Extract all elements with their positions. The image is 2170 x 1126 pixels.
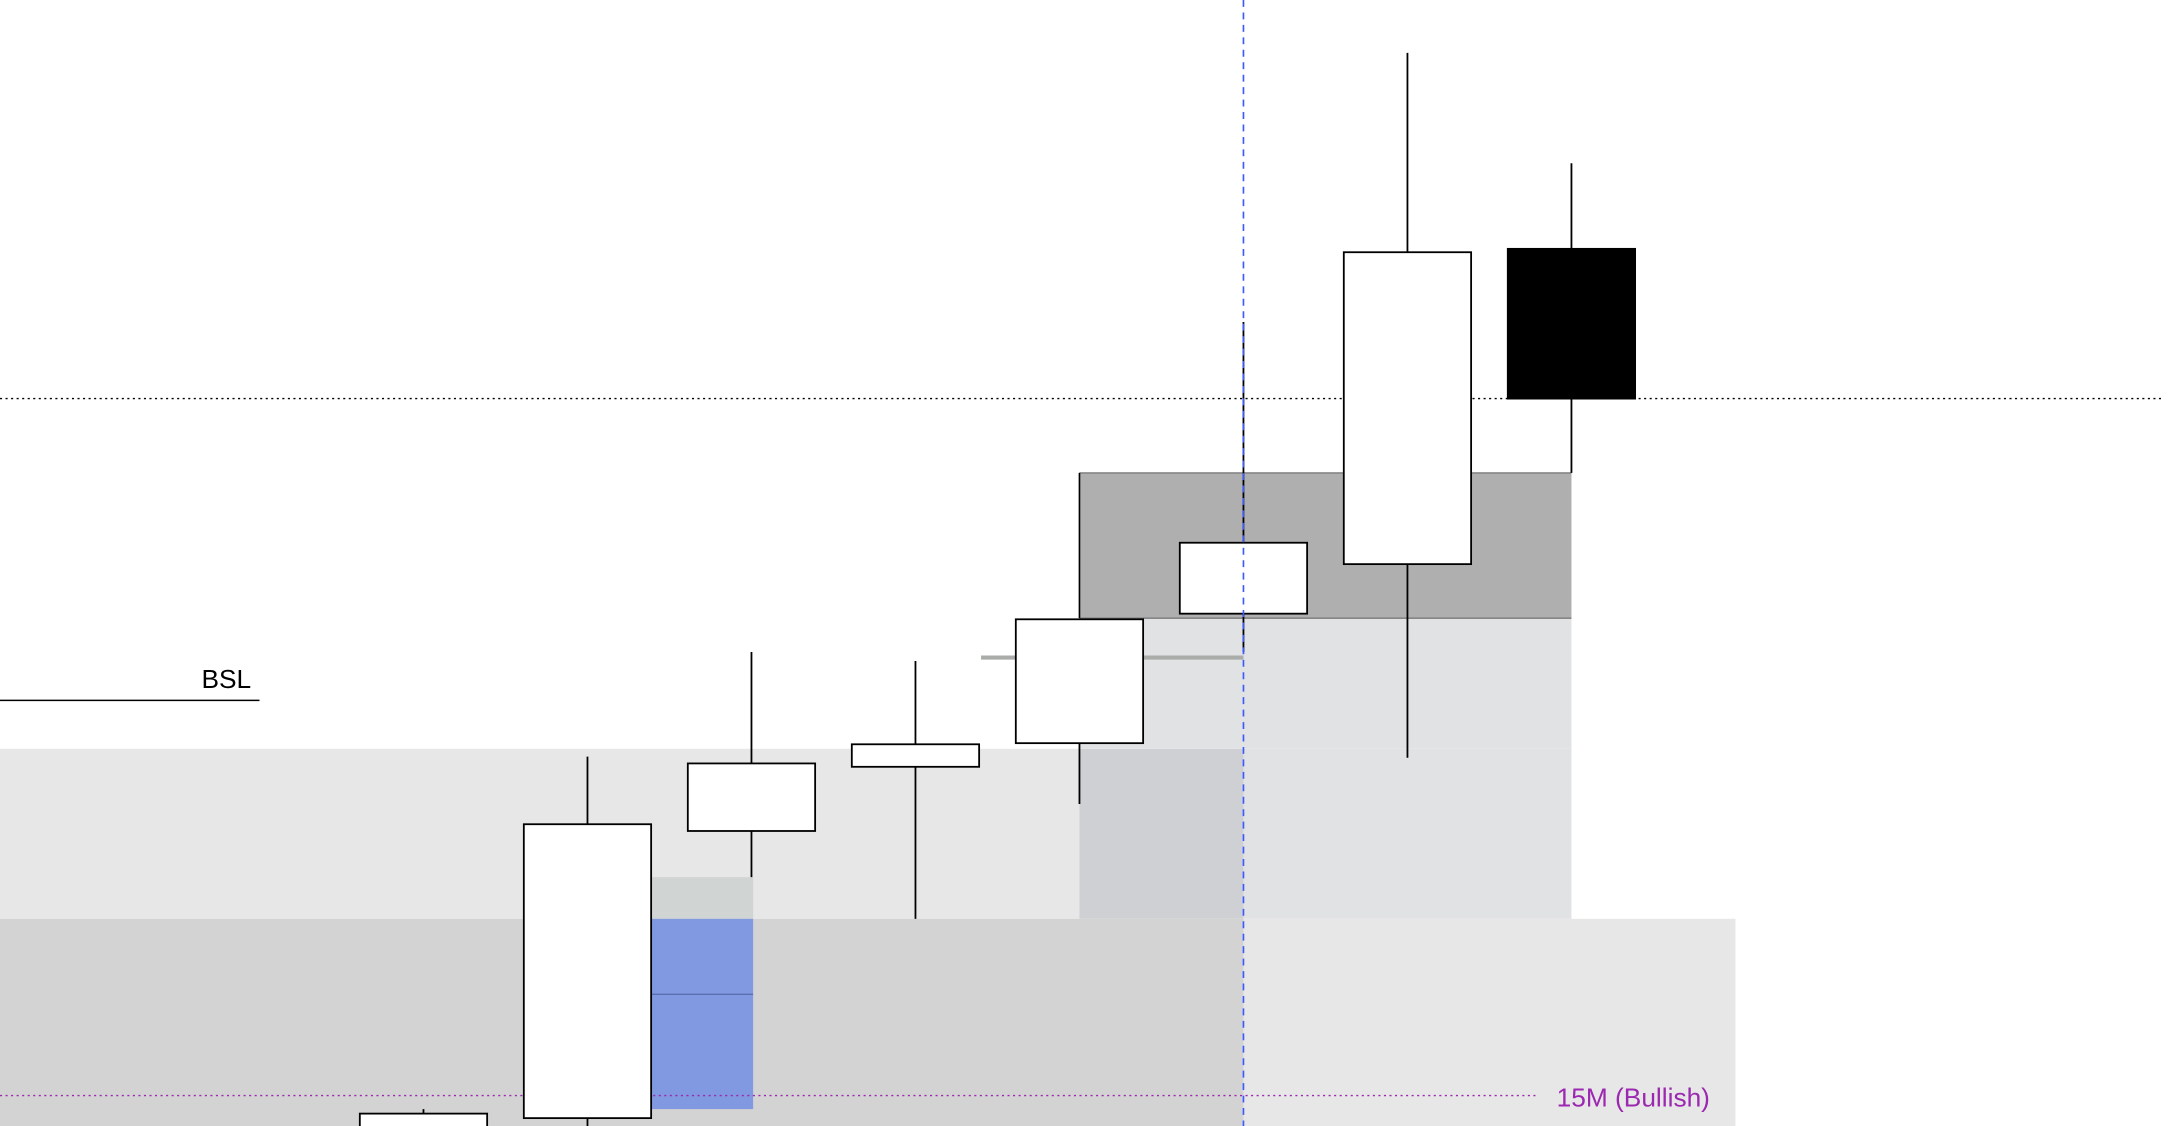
zone-1 xyxy=(1079,748,1244,919)
candles-layer xyxy=(358,52,1637,1126)
candle-body xyxy=(686,762,817,832)
zones-layer xyxy=(0,472,1736,1126)
zone-6 xyxy=(1243,918,1736,1126)
zone-7 xyxy=(651,877,754,919)
zone-4 xyxy=(1079,472,1572,619)
zone-3 xyxy=(1243,748,1572,919)
zone-8 xyxy=(651,918,754,1110)
candle-body xyxy=(1014,618,1145,745)
bsl-label: BSL xyxy=(202,664,252,694)
candle-body xyxy=(850,743,981,768)
candle-body xyxy=(358,1112,489,1126)
timeframe-bias-label: 15M (Bullish) xyxy=(1557,1083,1710,1113)
candle-body xyxy=(1342,251,1473,566)
candle-body xyxy=(522,823,653,1120)
candle-body xyxy=(1506,247,1637,400)
zone-2 xyxy=(1079,618,1572,749)
